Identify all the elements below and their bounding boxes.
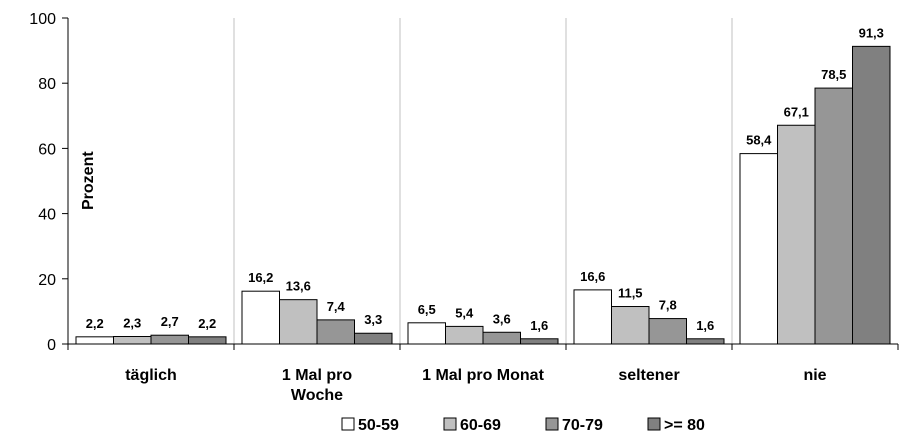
legend-label: >= 80: [664, 417, 705, 434]
x-category-label: 1 Mal pro Monat: [422, 367, 544, 384]
y-tick-label: 60: [38, 141, 56, 158]
legend-label: 70-79: [562, 417, 603, 434]
data-label: 91,3: [859, 25, 884, 40]
data-label: 1,6: [696, 318, 714, 333]
x-category-label: seltener: [618, 367, 679, 384]
y-tick-label: 80: [38, 76, 56, 93]
bar: [686, 338, 725, 345]
data-label: 3,6: [493, 311, 511, 326]
data-label: 78,5: [821, 67, 846, 82]
bar: [150, 334, 189, 345]
y-axis-title: Prozent: [80, 151, 97, 210]
bar: [482, 331, 521, 345]
data-label: 16,6: [580, 269, 605, 284]
data-label: 13,6: [286, 279, 311, 294]
bar: [354, 332, 393, 345]
data-label: 3,3: [364, 312, 382, 327]
bar: [648, 318, 687, 345]
data-label: 5,4: [455, 305, 474, 320]
bar: [739, 153, 778, 345]
labels-layer: 2,2 2,3 2,7 2,2 16,2 13,6 7,4 3,3 6,5 5,4 3,6 1,6 16…: [86, 25, 884, 332]
data-label: 2,3: [123, 316, 141, 331]
data-label: 7,8: [659, 298, 677, 313]
legend-swatch: [647, 417, 661, 431]
legend-swatch: [341, 417, 355, 431]
bar: [241, 290, 280, 345]
x-category-label: nie: [803, 367, 826, 384]
legend-label: 50-59: [358, 417, 399, 434]
grid-layer: [233, 18, 733, 344]
legend: 50-59 60-69 70-79 >= 80: [341, 417, 705, 434]
bar: [777, 124, 816, 345]
data-label: 2,2: [86, 316, 104, 331]
x-category-label: täglich: [125, 367, 177, 384]
bar: [852, 45, 891, 345]
bar: [279, 299, 318, 345]
legend-swatch: [545, 417, 559, 431]
y-tick-label: 100: [29, 11, 56, 28]
bar: [407, 322, 446, 345]
data-label: 1,6: [530, 318, 548, 333]
data-label: 2,7: [161, 314, 179, 329]
data-label: 2,2: [198, 316, 216, 331]
bar: [445, 325, 484, 345]
bar: [573, 289, 612, 345]
legend-swatch: [443, 417, 457, 431]
y-tick-label: 0: [47, 337, 56, 354]
data-label: 11,5: [618, 286, 643, 301]
bar: [814, 87, 853, 345]
x-category-label: 1 Mal pro Woche: [282, 367, 352, 404]
data-label: 6,5: [418, 302, 436, 317]
bar: [75, 336, 114, 345]
data-label: 67,1: [784, 104, 809, 119]
bar: [188, 336, 227, 345]
data-label: 58,4: [746, 133, 772, 148]
bar: [520, 338, 559, 345]
data-label: 16,2: [248, 270, 273, 285]
y-tick-label: 20: [38, 272, 56, 289]
y-tick-label: 40: [38, 207, 56, 224]
axes-layer: Prozent 0 20 40 60 80 100 täglich 1 Mal pro Woch…: [29, 11, 899, 404]
bars-layer: [75, 45, 891, 345]
bar: [316, 319, 355, 345]
bar: [611, 306, 650, 345]
bar: [113, 336, 152, 345]
data-label: 7,4: [327, 299, 346, 314]
legend-label: 60-69: [460, 417, 501, 434]
